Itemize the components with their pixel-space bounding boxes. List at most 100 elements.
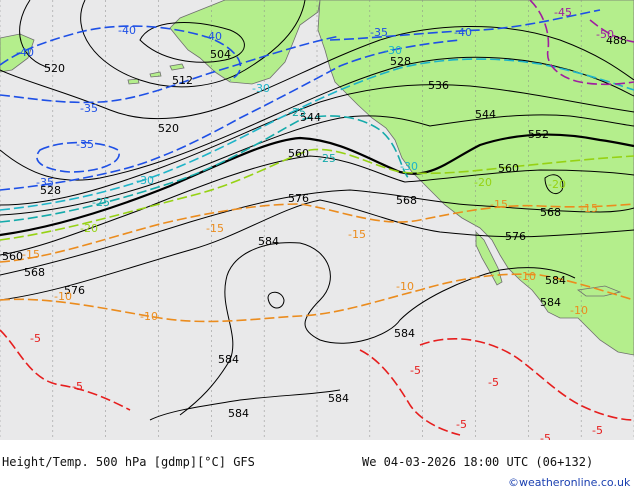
height-label: 488 xyxy=(606,34,627,47)
height-label: 552 xyxy=(528,128,549,141)
height-label: 544 xyxy=(300,111,321,124)
height-label: 584 xyxy=(228,407,249,420)
height-label: 576 xyxy=(505,230,526,243)
height-contour-504 xyxy=(139,22,245,63)
temp-label: -5 xyxy=(72,380,83,393)
height-contour-568 xyxy=(0,189,634,276)
isotherm-minus-35 xyxy=(0,35,341,104)
temp-label: -5 xyxy=(30,332,41,345)
temp-label: -15 xyxy=(490,198,508,211)
isotherm-minus-30 xyxy=(0,58,634,211)
height-labels: 504 512 520 520 528 528 536 544 544 552 … xyxy=(2,34,627,420)
isotherm-minus-50 xyxy=(589,19,634,43)
isotherm-minus-40 xyxy=(0,25,242,81)
height-contour-520 xyxy=(0,0,634,120)
height-label: 584 xyxy=(218,353,239,366)
height-label: 544 xyxy=(475,108,496,121)
land-alaska-siberia xyxy=(169,0,321,85)
isotherm-minus-35-loop xyxy=(36,141,120,173)
isotherm-minus-20 xyxy=(0,148,634,241)
temp-label: -5 xyxy=(488,376,499,389)
temp-label: -5 xyxy=(456,418,467,431)
isotherm-minus-5b xyxy=(419,338,634,421)
temp-label: -45 xyxy=(554,6,572,19)
height-label: 568 xyxy=(396,194,417,207)
isotherm-minus-5c xyxy=(359,349,461,436)
temp-label: -35 xyxy=(76,138,94,151)
height-label: 568 xyxy=(24,266,45,279)
temp-label: -15 xyxy=(22,248,40,261)
height-label: 568 xyxy=(540,206,561,219)
height-label: 528 xyxy=(40,184,61,197)
footer-title: Height/Temp. 500 hPa [gdmp][°C] GFS xyxy=(2,455,255,469)
temp-label: -35 xyxy=(36,176,54,189)
height-label: 584 xyxy=(545,274,566,287)
temp-label: -40 xyxy=(16,46,34,59)
isotherms xyxy=(0,0,634,436)
land-layer xyxy=(0,0,634,356)
height-contour-584-main xyxy=(179,242,576,416)
height-contour-560b xyxy=(544,174,564,194)
temp-label: -5 xyxy=(540,432,551,445)
temp-label: -20 xyxy=(80,222,98,235)
temp-label: -40 xyxy=(454,26,472,39)
height-label: 504 xyxy=(210,48,231,61)
height-label: 520 xyxy=(44,62,65,75)
temp-label: -25 xyxy=(92,196,110,209)
temp-label: -5 xyxy=(592,424,603,437)
temp-label: -30 xyxy=(384,44,402,57)
temp-label: -30 xyxy=(136,174,154,187)
height-label: 576 xyxy=(288,192,309,205)
temp-label: -15 xyxy=(348,228,366,241)
land-baja xyxy=(475,231,503,286)
temp-label: -30 xyxy=(400,160,418,173)
isotherm-minus-40b xyxy=(329,9,601,41)
height-contour-584-south xyxy=(149,389,341,421)
isotherm-minus-35c xyxy=(0,39,461,191)
land-aleutian-1 xyxy=(169,63,185,71)
height-contours xyxy=(0,0,634,421)
temp-label: -10 xyxy=(54,290,72,303)
height-label: 560 xyxy=(288,147,309,160)
height-label: 584 xyxy=(540,296,561,309)
temp-label: -15 xyxy=(580,202,598,215)
height-contour-560 xyxy=(0,155,634,256)
height-label: 584 xyxy=(328,392,349,405)
footer-bar xyxy=(0,440,634,490)
height-contour-512 xyxy=(80,0,306,88)
temp-label: -35 xyxy=(80,102,98,115)
height-label: 560 xyxy=(2,250,23,263)
isotherm-minus-25 xyxy=(0,115,411,223)
temp-labels: -40 -40 -40 -35 -35 -35 -35 -40 -30 -30 … xyxy=(16,6,614,445)
temp-label: -30 xyxy=(252,82,270,95)
temp-label: -10 xyxy=(518,270,536,283)
height-contour-584-ring xyxy=(267,291,285,309)
temp-label: -25 xyxy=(288,106,306,119)
isotherm-minus-15 xyxy=(0,203,634,263)
height-contour-528 xyxy=(0,56,634,181)
height-contour-544 xyxy=(0,114,634,216)
isotherm-minus-45 xyxy=(529,0,634,86)
height-contour-552 xyxy=(0,133,634,237)
isotherm-minus-10 xyxy=(0,273,634,323)
height-label: 584 xyxy=(258,235,279,248)
temp-label: -50 xyxy=(596,28,614,41)
footer-credit: ©weatheronline.co.uk xyxy=(508,476,631,489)
temp-label: -25 xyxy=(318,152,336,165)
temp-label: -10 xyxy=(140,310,158,323)
temp-label: -20 xyxy=(474,176,492,189)
temp-label: -40 xyxy=(204,30,222,43)
height-label: 528 xyxy=(390,55,411,68)
temp-label: -10 xyxy=(396,280,414,293)
temp-label: -35 xyxy=(370,26,388,39)
height-label: 512 xyxy=(172,74,193,87)
land-aleutian-3 xyxy=(127,78,140,85)
height-label: 560 xyxy=(498,162,519,175)
footer-datetime: We 04-03-2026 18:00 UTC (06+132) xyxy=(362,455,593,469)
temp-label: -40 xyxy=(118,24,136,37)
height-label: 576 xyxy=(64,284,85,297)
height-contour-536 xyxy=(0,84,634,206)
temp-label: -15 xyxy=(206,222,224,235)
